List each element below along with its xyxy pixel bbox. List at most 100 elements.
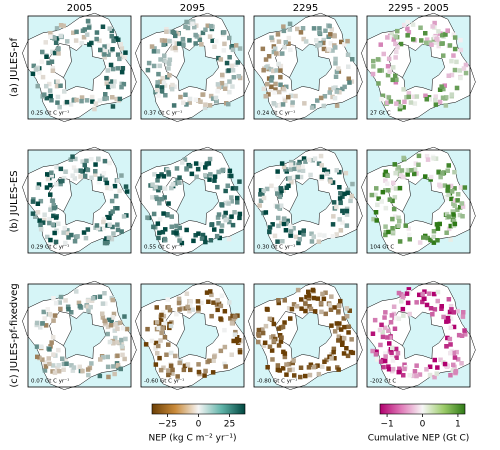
- grid-cell: [65, 304, 71, 309]
- grid-cell: [209, 292, 214, 298]
- grid-cell: [104, 75, 109, 81]
- grid-cell: [424, 367, 429, 372]
- grid-cell: [321, 103, 326, 109]
- grid-cell: [421, 235, 426, 240]
- grid-cell: [406, 226, 411, 231]
- grid-cell: [451, 212, 456, 217]
- grid-cell: [121, 214, 127, 219]
- grid-cell: [102, 44, 107, 49]
- grid-cell: [217, 235, 222, 241]
- grid-cell: [293, 93, 298, 99]
- grid-cell: [48, 182, 53, 188]
- grid-cell: [281, 28, 287, 34]
- grid-cell: [207, 34, 213, 39]
- panel-annotation: 0.29 Gt C yr⁻¹: [31, 244, 69, 251]
- grid-cell: [391, 180, 396, 186]
- grid-cell: [437, 182, 442, 188]
- grid-cell: [439, 41, 444, 46]
- grid-cell: [297, 237, 302, 242]
- grid-cell: [149, 44, 155, 49]
- grid-cell: [47, 88, 53, 93]
- grid-cell: [284, 84, 289, 90]
- grid-cell: [437, 221, 442, 227]
- map-panel: [361, 280, 476, 390]
- grid-cell: [97, 176, 102, 181]
- grid-cell: [278, 74, 283, 80]
- grid-cell: [210, 38, 215, 43]
- grid-cell: [154, 87, 160, 93]
- grid-cell: [58, 23, 64, 28]
- grid-cell: [315, 43, 320, 48]
- grid-cell: [330, 222, 336, 227]
- grid-cell: [306, 289, 311, 295]
- grid-cell: [205, 23, 210, 28]
- grid-cell: [97, 373, 103, 379]
- grid-cell: [208, 93, 214, 99]
- grid-cell: [49, 170, 54, 175]
- grid-cell: [96, 226, 101, 231]
- grid-cell: [407, 373, 412, 378]
- grid-cell: [447, 43, 453, 48]
- grid-cell: [216, 212, 222, 217]
- grid-cell: [451, 32, 456, 37]
- grid-cell: [112, 79, 117, 84]
- grid-cell: [393, 80, 399, 85]
- grid-cell: [42, 217, 47, 223]
- grid-cell: [66, 307, 71, 312]
- grid-cell: [454, 349, 459, 355]
- grid-cell: [157, 217, 163, 222]
- grid-cell: [227, 79, 232, 84]
- grid-cell: [38, 344, 44, 349]
- grid-cell: [323, 311, 328, 317]
- grid-cell: [168, 350, 174, 356]
- grid-cell: [54, 26, 60, 31]
- grid-cell: [161, 313, 167, 319]
- grid-cell: [390, 366, 396, 372]
- grid-cell: [155, 351, 160, 356]
- grid-cell: [170, 182, 176, 187]
- grid-cell: [92, 106, 97, 112]
- grid-cell: [161, 42, 166, 47]
- grid-cell: [447, 309, 453, 315]
- grid-cell: [55, 365, 60, 371]
- grid-cell: [212, 354, 217, 359]
- grid-cell: [229, 195, 234, 200]
- grid-cell: [184, 19, 189, 25]
- grid-cell: [296, 162, 301, 167]
- grid-cell: [330, 234, 336, 239]
- grid-cell: [290, 360, 295, 366]
- grid-cell: [444, 344, 449, 349]
- grid-cell: [446, 312, 452, 318]
- grid-cell: [373, 192, 378, 198]
- grid-cell: [442, 361, 448, 367]
- grid-cell: [336, 334, 342, 339]
- grid-cell: [311, 295, 317, 301]
- grid-cell: [215, 307, 220, 313]
- grid-cell: [437, 87, 443, 92]
- grid-cell: [191, 238, 196, 244]
- grid-cell: [450, 368, 456, 373]
- grid-cell: [113, 335, 118, 341]
- grid-cell: [311, 26, 317, 31]
- grid-cell: [155, 80, 160, 85]
- grid-cell: [107, 160, 112, 166]
- grid-cell: [47, 347, 52, 352]
- grid-cell: [117, 320, 123, 326]
- grid-cell: [173, 181, 178, 186]
- grid-cell: [177, 180, 182, 185]
- grid-cell: [427, 364, 433, 369]
- grid-cell: [265, 81, 270, 87]
- grid-cell: [330, 94, 335, 100]
- grid-cell: [90, 296, 96, 301]
- panel-frame: [366, 149, 471, 254]
- grid-cell: [319, 163, 324, 168]
- grid-cell: [390, 198, 395, 204]
- grid-cell: [290, 102, 295, 108]
- grid-cell: [410, 22, 416, 27]
- grid-cell: [317, 232, 322, 238]
- grid-cell: [395, 167, 400, 173]
- grid-cell: [340, 208, 345, 214]
- grid-cell: [72, 176, 78, 181]
- grid-cell: [110, 297, 115, 303]
- grid-cell: [331, 214, 336, 219]
